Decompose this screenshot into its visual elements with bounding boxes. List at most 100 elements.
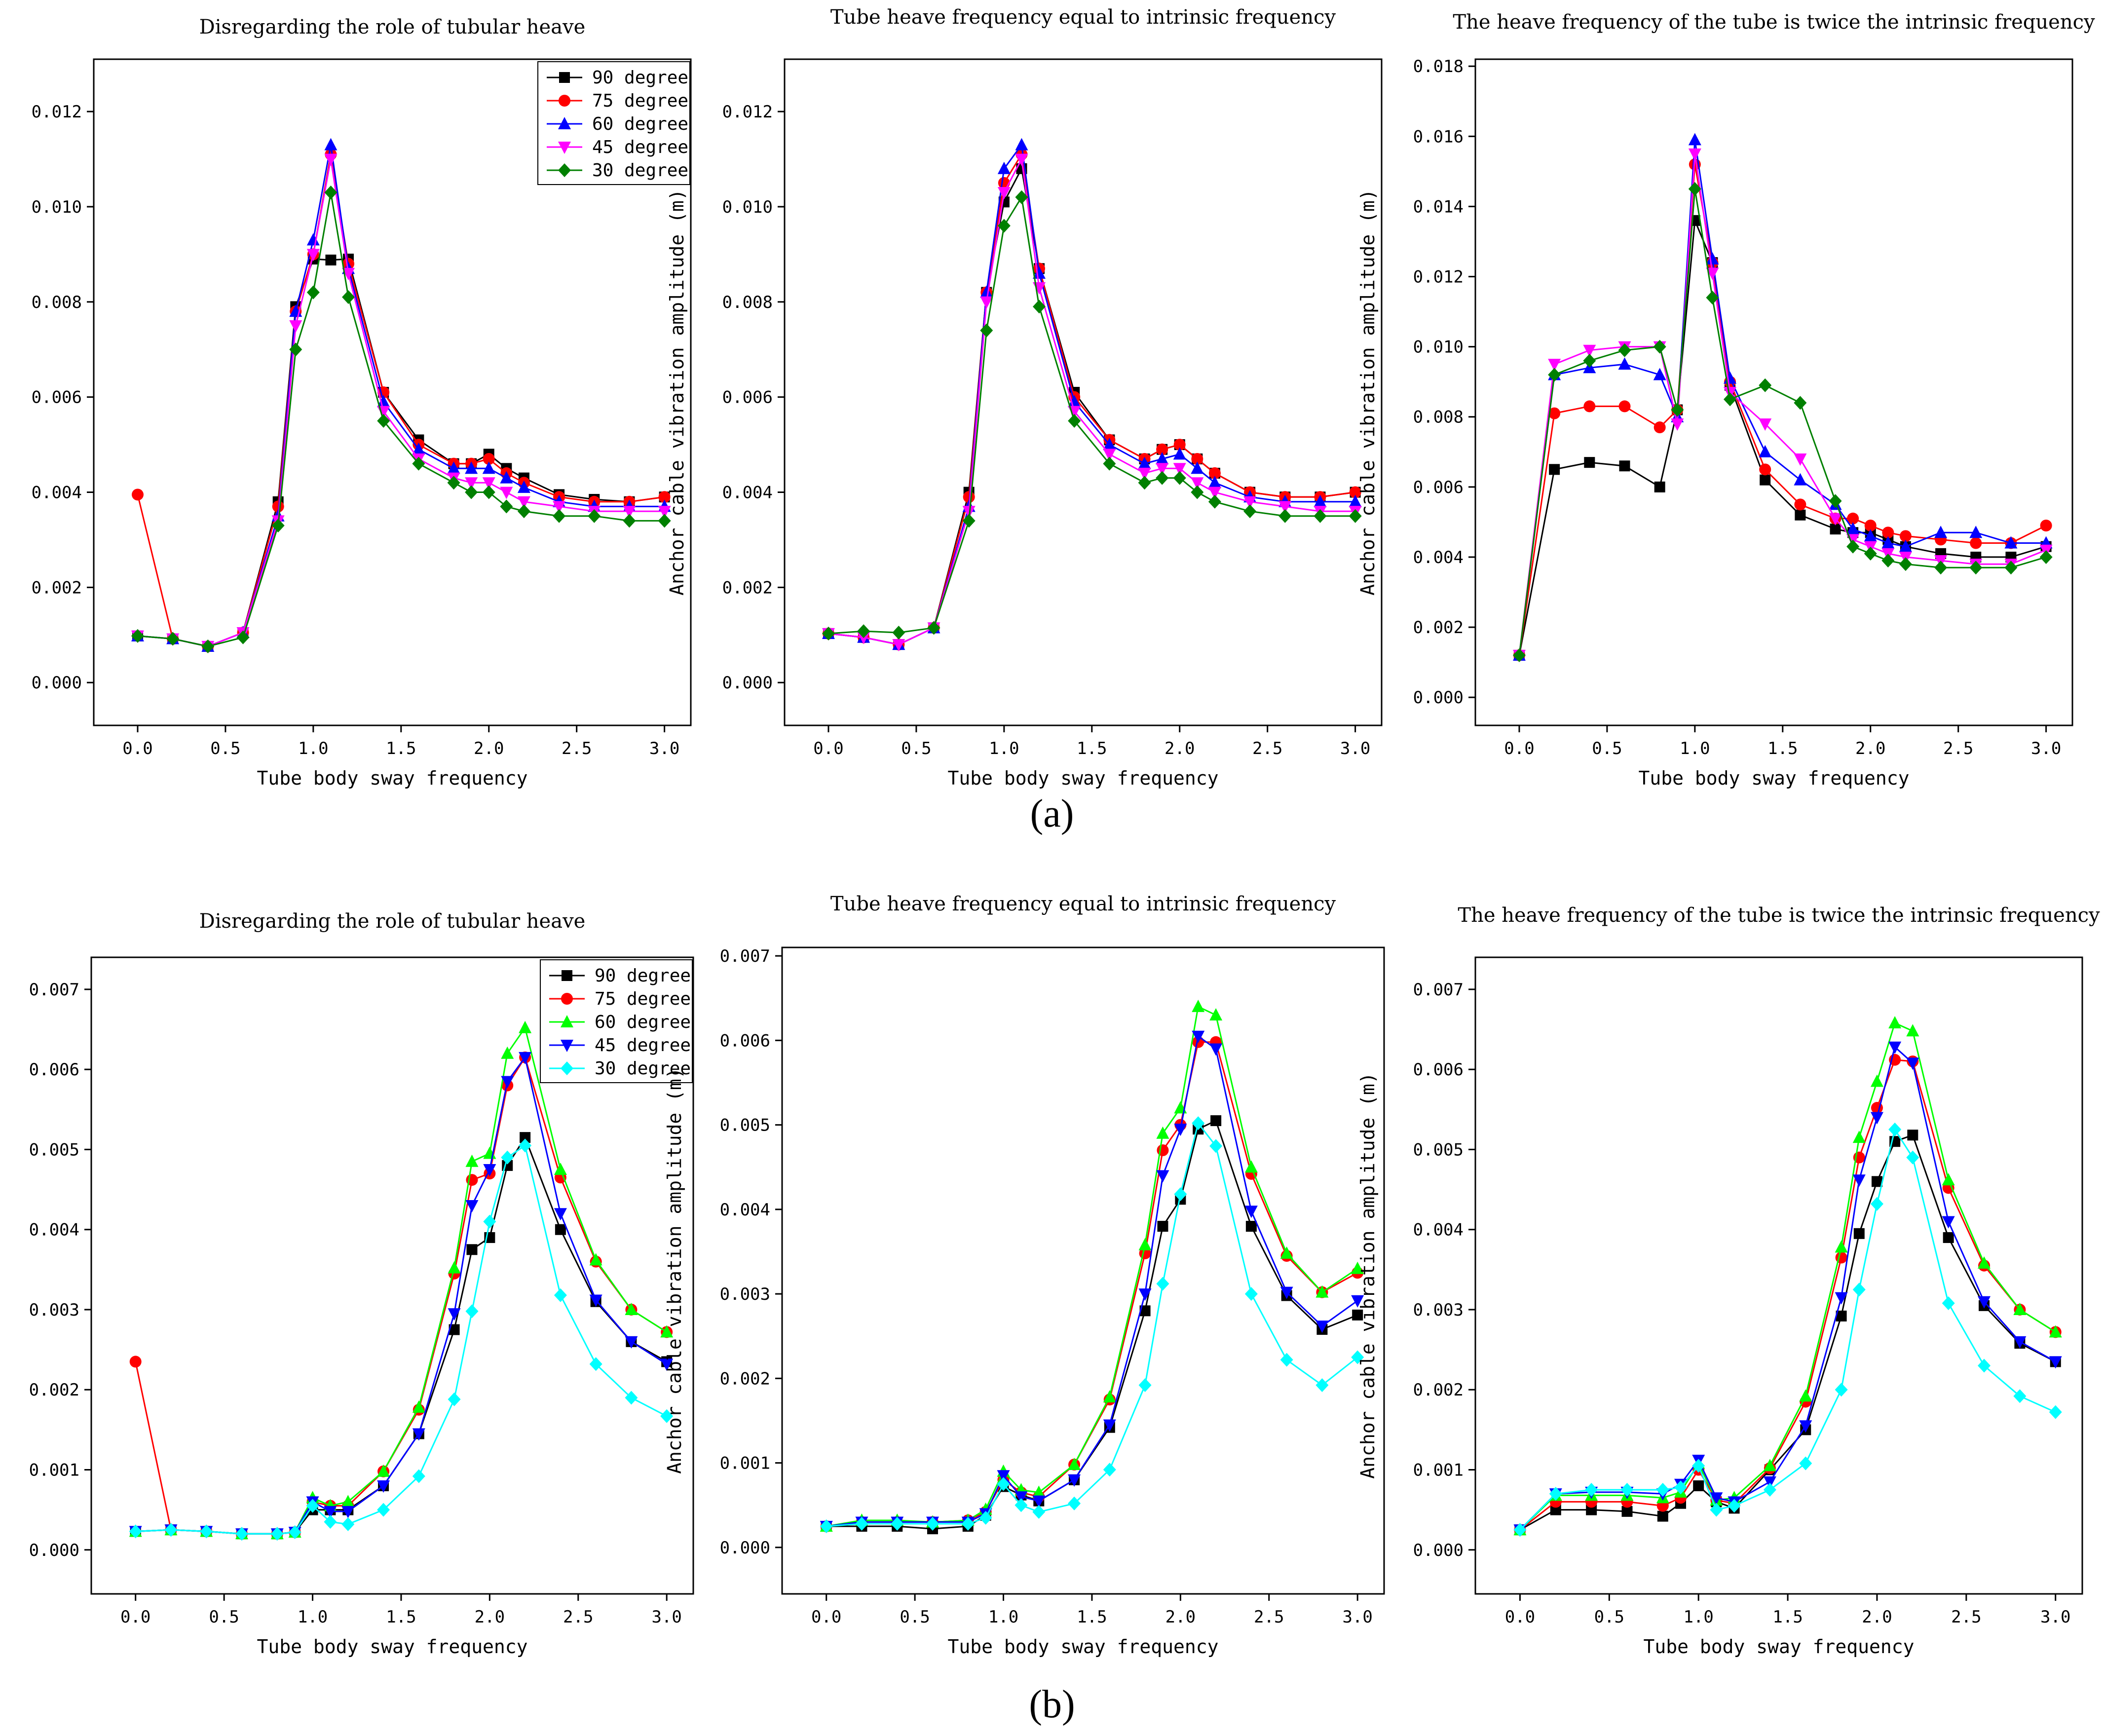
panel-label-a: (a): [1030, 792, 1074, 835]
data-point: [1103, 449, 1116, 461]
data-point: [500, 499, 513, 514]
series-line: [135, 1135, 667, 1535]
data-point: [519, 1138, 532, 1153]
data-point: [377, 1464, 390, 1477]
y-axis-label: Anchor cable vibration amplitude (m): [1357, 1072, 1379, 1479]
data-point: [1138, 1378, 1152, 1393]
data-point: [2040, 520, 2052, 531]
y-tick-label: 0.001: [720, 1454, 770, 1473]
data-point: [201, 639, 215, 653]
data-point: [1888, 1122, 1902, 1136]
data-point: [1191, 485, 1204, 499]
data-point: [324, 138, 338, 151]
data-point: [1103, 1390, 1116, 1403]
data-point: [1835, 1383, 1848, 1397]
chart-b3: The heave frequency of the tube is twice…: [1357, 904, 2100, 1658]
data-point: [1706, 252, 1719, 264]
y-tick-label: 0.004: [32, 483, 82, 503]
chart-title: Tube heave frequency equal to intrinsic …: [830, 6, 1336, 29]
series-45-degree: [822, 153, 1362, 652]
data-point: [465, 1154, 479, 1167]
data-point: [1208, 487, 1221, 499]
series-line: [826, 1035, 1358, 1527]
series-45-degree: [129, 1052, 674, 1541]
data-point: [1156, 463, 1169, 476]
data-point: [660, 1325, 674, 1338]
data-point: [1724, 392, 1737, 407]
data-point: [517, 480, 530, 493]
chart-title: The heave frequency of the tube is twice…: [1458, 904, 2100, 927]
series-line: [828, 143, 1355, 645]
data-point: [1156, 1170, 1169, 1183]
data-point: [1280, 1246, 1293, 1259]
y-tick-label: 0.001: [29, 1460, 79, 1480]
series-45-degree: [131, 153, 671, 653]
data-point: [1032, 1495, 1046, 1508]
data-point: [448, 1392, 461, 1406]
data-point: [1315, 1285, 1329, 1298]
x-tick-label: 0.5: [1594, 1607, 1624, 1627]
data-point: [1882, 527, 1894, 539]
series-60-degree: [1513, 1016, 2062, 1536]
data-point: [447, 476, 460, 490]
data-point: [1970, 537, 1982, 549]
data-point: [306, 233, 320, 246]
data-point: [1870, 1112, 1883, 1125]
series-line: [1518, 153, 2047, 656]
data-point: [1653, 340, 1666, 354]
data-point: [997, 187, 1011, 199]
data-point: [377, 395, 390, 408]
data-point: [1208, 476, 1221, 489]
data-point: [822, 626, 835, 641]
data-point: [1654, 481, 1665, 492]
series-line: [828, 195, 1355, 635]
x-tick-label: 1.5: [1772, 1607, 1803, 1627]
data-point: [500, 487, 513, 499]
data-point: [1209, 1139, 1223, 1153]
data-point: [2049, 1356, 2062, 1369]
data-point: [306, 249, 320, 262]
data-point: [1852, 1283, 1866, 1297]
data-point: [1548, 368, 1561, 382]
data-point: [2013, 1389, 2027, 1403]
data-point: [1888, 1041, 1902, 1054]
data-point: [324, 1514, 337, 1529]
x-tick-label: 2.5: [1943, 739, 1973, 758]
data-point: [1899, 557, 1912, 571]
data-point: [324, 186, 338, 199]
series-line: [1519, 1022, 2056, 1531]
legend-label: 60 degree: [592, 114, 688, 134]
data-point: [1244, 1206, 1258, 1218]
y-tick-label: 0.007: [29, 980, 79, 1000]
data-point: [1280, 1353, 1293, 1367]
x-tick-label: 0.0: [1505, 1607, 1535, 1627]
legend-label: 45 degree: [595, 1035, 691, 1056]
x-tick-label: 1.5: [1077, 1607, 1107, 1627]
data-point: [1906, 1150, 1919, 1165]
data-point: [658, 514, 671, 528]
panel-label-b: (b): [1029, 1683, 1075, 1726]
series-75-degree: [131, 148, 671, 652]
y-tick-label: 0.005: [1413, 1140, 1464, 1160]
data-point: [1068, 395, 1081, 408]
series-75-degree: [820, 1036, 1364, 1533]
data-point: [997, 161, 1011, 174]
data-point: [129, 1524, 142, 1539]
chart-title: Disregarding the role of tubular heave: [199, 910, 586, 933]
data-point: [1349, 486, 1361, 498]
data-point: [342, 290, 355, 304]
legend-label: 75 degree: [592, 91, 688, 111]
x-tick-label: 1.5: [1767, 739, 1798, 758]
data-point: [1657, 1510, 1668, 1522]
data-point: [997, 1477, 1010, 1491]
data-point: [1173, 471, 1186, 485]
data-point: [289, 342, 302, 357]
series-45-degree: [1512, 148, 2053, 662]
y-tick-label: 0.005: [29, 1140, 79, 1160]
data-point: [1799, 1420, 1812, 1433]
data-point: [1103, 1463, 1116, 1477]
series-line: [1518, 164, 2047, 656]
data-point: [1191, 453, 1203, 465]
data-point: [1618, 357, 1631, 370]
data-point: [1881, 536, 1895, 549]
